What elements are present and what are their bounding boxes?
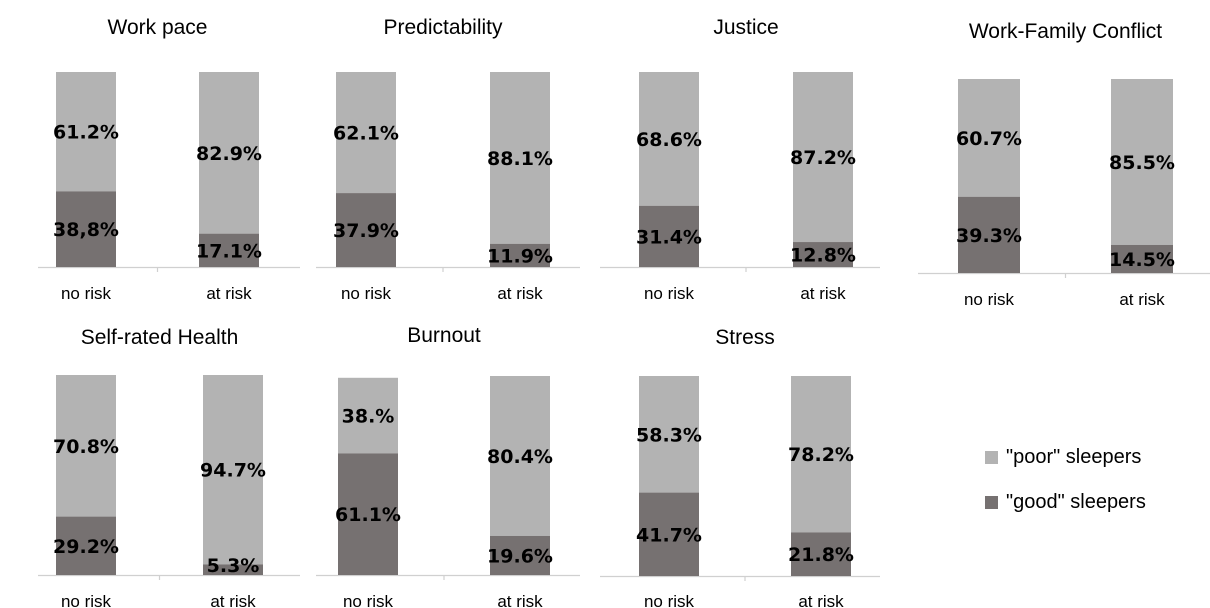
data-label-poor: 80.4% (487, 446, 553, 468)
bar-good (56, 191, 116, 267)
panel-title: Self-rated Health (81, 326, 239, 349)
bar-poor (490, 72, 550, 244)
panel-5: Self-rated Health 70.8% 29.2% no risk 94.7% 5… (38, 326, 300, 608)
data-label-good: 21.8% (788, 544, 854, 566)
data-label-good: 11.9% (487, 245, 553, 267)
category-label: at risk (206, 284, 252, 303)
data-label-good: 37.9% (333, 220, 399, 242)
category-label: at risk (210, 592, 256, 608)
data-label-good: 61.1% (335, 504, 401, 526)
bar-poor (639, 72, 699, 206)
data-label-poor: 68.6% (636, 129, 702, 151)
bar-good (639, 492, 699, 576)
legend-label-poor: "poor" sleepers (1006, 446, 1142, 468)
category-label: at risk (800, 284, 846, 303)
category-label: no risk (644, 284, 695, 303)
bar-poor (56, 72, 116, 192)
bar-good (958, 196, 1020, 273)
panel-title: Work-Family Conflict (969, 20, 1162, 43)
data-label-poor: 78.2% (788, 444, 854, 466)
data-label-poor: 87.2% (790, 147, 856, 169)
bar-good (1111, 244, 1173, 273)
data-label-poor: 70.8% (53, 436, 119, 458)
bar-good (336, 193, 396, 267)
category-label: no risk (341, 284, 392, 303)
bar-poor (958, 79, 1020, 197)
category-label: no risk (964, 290, 1015, 309)
data-label-poor: 60.7% (956, 128, 1022, 150)
category-label: no risk (61, 284, 112, 303)
bar-good (56, 516, 116, 575)
panel-title: Stress (715, 326, 775, 349)
panel-3: Justice 68.6% 31.4% no risk 87.2% 12.8% at ris… (600, 16, 880, 303)
bar-poor (793, 72, 853, 243)
category-label: at risk (798, 592, 844, 608)
data-label-good: 29.2% (53, 536, 119, 558)
panel-7: Stress 58.3% 41.7% no risk 78.2% 21.8% at risk (600, 326, 880, 608)
data-label-good: 12.8% (790, 245, 856, 267)
bar-good (203, 564, 263, 575)
panel-title: Predictability (383, 16, 503, 39)
data-label-poor: 85.5% (1109, 152, 1175, 174)
bar-good (490, 535, 550, 575)
data-label-good: 39.3% (956, 225, 1022, 247)
bar-good (639, 205, 699, 267)
data-label-good: 19.6% (487, 545, 553, 567)
bar-poor (336, 72, 396, 194)
data-label-good: 14.5% (1109, 249, 1175, 271)
bar-poor (56, 375, 116, 517)
panel-2: Predictability 62.1% 37.9% no risk 88.1% 11.9… (316, 16, 580, 303)
bar-good (199, 233, 259, 267)
legend-item-good: "good" sleepers (985, 491, 1146, 514)
bar-good (338, 453, 398, 575)
legend-item-poor: "poor" sleepers (985, 446, 1146, 469)
category-label: no risk (644, 592, 695, 608)
panel-title: Work pace (108, 16, 208, 39)
legend: "poor" sleepers "good" sleepers (985, 446, 1146, 536)
bar-poor (791, 376, 851, 533)
category-label: at risk (1119, 290, 1165, 309)
bar-poor (490, 376, 550, 536)
category-label: no risk (61, 592, 112, 608)
data-label-good: 41.7% (636, 524, 702, 546)
bar-good (791, 532, 851, 576)
data-label-good: 17.1% (196, 240, 262, 262)
bar-poor (639, 376, 699, 493)
bar-poor (1111, 79, 1173, 245)
data-label-poor: 58.3% (636, 424, 702, 446)
bar-good (793, 242, 853, 267)
panel-title: Justice (713, 16, 778, 39)
data-label-good: 38,8% (53, 219, 119, 241)
legend-swatch-poor (985, 451, 998, 464)
data-label-poor: 61.2% (53, 122, 119, 144)
data-label-poor: 38.% (342, 406, 395, 428)
category-label: at risk (497, 592, 543, 608)
data-label-poor: 94.7% (200, 460, 266, 482)
panel-4: Work-Family Conflict 60.7% 39.3% no risk 85.… (918, 20, 1210, 309)
bar-poor (203, 375, 263, 565)
category-label: at risk (497, 284, 543, 303)
data-label-poor: 62.1% (333, 123, 399, 145)
legend-swatch-good (985, 496, 998, 509)
data-label-poor: 82.9% (196, 143, 262, 165)
bar-good (490, 243, 550, 267)
bar-poor (199, 72, 259, 234)
panel-6: Burnout 38.% 61.1% no risk 80.4% 19.6% at risk (316, 324, 580, 608)
panel-title: Burnout (407, 324, 481, 347)
panel-1: Work pace 61.2% 38,8% no risk 82.9% 17.1% at r… (38, 16, 300, 303)
data-label-poor: 88.1% (487, 148, 553, 170)
category-label: no risk (343, 592, 394, 608)
bar-poor (338, 377, 398, 454)
legend-label-good: "good" sleepers (1006, 491, 1146, 513)
data-label-good: 31.4% (636, 226, 702, 248)
data-label-good: 5.3% (207, 555, 260, 577)
